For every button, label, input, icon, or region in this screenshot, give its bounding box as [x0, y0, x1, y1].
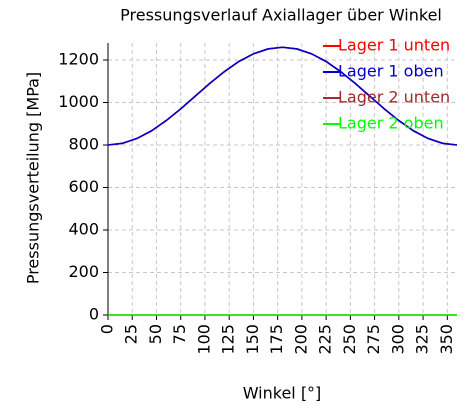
x-tick-label: 25 [122, 324, 141, 344]
y-tick-label: 400 [68, 220, 99, 239]
x-tick-label: 275 [364, 324, 383, 355]
x-tick-label: 125 [219, 324, 238, 355]
x-tick-label: 300 [388, 324, 407, 355]
x-tick-label: 200 [291, 324, 310, 355]
x-tick-label: 50 [146, 324, 165, 344]
y-tick-label: 1000 [58, 92, 99, 111]
x-tick-label: 75 [170, 324, 189, 344]
legend-label: Lager 2 oben [338, 114, 444, 133]
x-tick-label: 150 [243, 324, 262, 355]
legend-label: Lager 1 unten [338, 36, 450, 55]
y-tick-label: 0 [89, 305, 99, 324]
legend-label: Lager 2 unten [338, 88, 450, 107]
x-axis-label: Winkel [°] [243, 384, 322, 403]
chart-title: Pressungsverlauf Axiallager über Winkel [120, 6, 442, 25]
y-tick-label: 600 [68, 177, 99, 196]
y-axis-label: Pressungsverteilung [MPa] [24, 72, 43, 284]
x-tick-label: 0 [98, 324, 117, 334]
y-tick-label: 200 [68, 262, 99, 281]
x-tick-label: 225 [316, 324, 335, 355]
series-line [107, 46, 458, 146]
x-tick-label: 250 [340, 324, 359, 355]
x-tick-label: 100 [194, 324, 213, 355]
y-tick-label: 800 [68, 135, 99, 154]
x-tick-label: 350 [437, 324, 456, 355]
x-tick-label: 175 [267, 324, 286, 355]
x-tick-label: 325 [413, 324, 432, 355]
y-tick-label: 1200 [58, 50, 99, 69]
legend-label: Lager 1 oben [338, 62, 444, 81]
